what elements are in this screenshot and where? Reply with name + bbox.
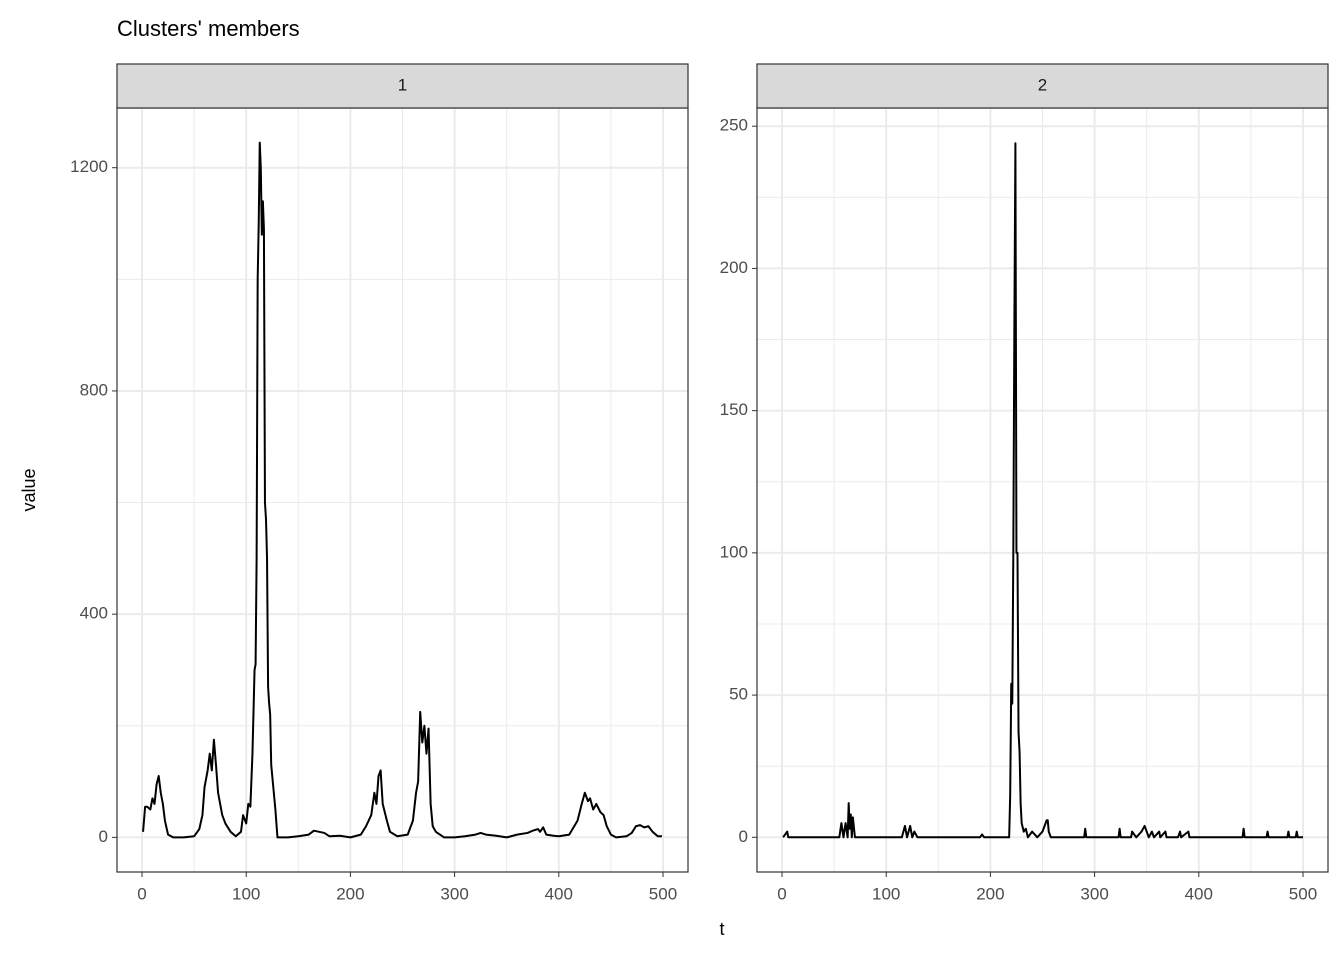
- facet-label: 1: [398, 75, 407, 94]
- y-tick-label: 150: [720, 400, 748, 419]
- x-axis-label: t: [719, 919, 724, 939]
- x-tick-label: 100: [872, 884, 900, 903]
- y-tick-label: 400: [80, 604, 108, 623]
- y-tick-label: 250: [720, 116, 748, 135]
- facet-strip: [756, 63, 1329, 109]
- x-tick-label: 200: [976, 884, 1004, 903]
- y-axis-label: value: [19, 468, 39, 511]
- y-tick-label: 1200: [70, 157, 108, 176]
- x-tick-label: 500: [1289, 884, 1317, 903]
- facet-label: 2: [1038, 75, 1047, 94]
- chart-title: Clusters' members: [117, 16, 300, 41]
- x-tick-label: 300: [440, 884, 468, 903]
- x-tick-label: 0: [777, 884, 786, 903]
- y-tick-label: 200: [720, 258, 748, 277]
- x-tick-label: 400: [1185, 884, 1213, 903]
- x-tick-label: 500: [649, 884, 677, 903]
- y-tick-label: 0: [99, 827, 108, 846]
- x-tick-label: 300: [1080, 884, 1108, 903]
- y-tick-label: 800: [80, 380, 108, 399]
- y-tick-label: 0: [739, 827, 748, 846]
- x-tick-label: 400: [545, 884, 573, 903]
- facet-strip: [116, 63, 689, 109]
- series-line: [142, 141, 662, 839]
- y-tick-label: 100: [720, 542, 748, 561]
- x-tick-label: 0: [137, 884, 146, 903]
- x-tick-label: 100: [232, 884, 260, 903]
- y-tick-label: 50: [729, 685, 748, 704]
- series-line: [782, 142, 1303, 839]
- x-tick-label: 200: [336, 884, 364, 903]
